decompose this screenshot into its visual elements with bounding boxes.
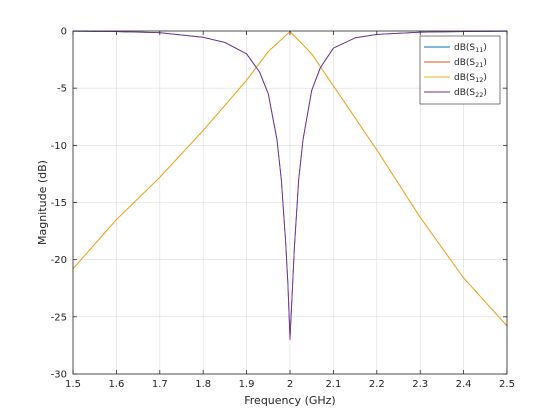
x-tick-label: 1.5 [65,379,81,390]
y-tick-label: -10 [51,141,67,152]
x-tick-label: 1.6 [108,379,124,390]
y-tick-label: -30 [51,370,67,381]
legend-entry-s12: dB(S12) [454,73,487,84]
y-axis-label: Magnitude (dB) [36,160,49,245]
axis-ticks [72,30,508,375]
x-tick-label: 2.3 [412,379,428,390]
tick-labels: 1.5 1.6 1.7 1.8 1.9 2 2.1 2.2 2.3 2.4 2.5 0 -5 -10 -15… [51,27,515,391]
x-tick-label: 2.5 [499,379,515,390]
x-tick-label: 1.7 [152,379,168,390]
legend: dB(S11) dB(S21) dB(S12) dB(S22) [419,35,501,105]
y-tick-label: -5 [57,84,67,95]
y-tick-label: -20 [51,255,67,266]
legend-entry-s11: dB(S11) [454,43,487,54]
x-tick-label: 2.4 [456,379,472,390]
x-tick-label: 2.1 [325,379,341,390]
y-tick-label: -25 [51,312,67,323]
y-tick-label: 0 [61,27,67,38]
legend-entry-s21: dB(S21) [454,58,487,69]
x-tick-label: 2.2 [369,379,385,390]
series-line-s22 [72,30,508,341]
x-axis-label: Frequency (GHz) [244,394,335,407]
y-tick-label: -15 [51,198,67,209]
x-tick-label: 1.9 [239,379,255,390]
x-tick-label: 1.8 [195,379,211,390]
legend-entry-s22: dB(S22) [454,88,487,99]
x-tick-label: 2 [287,379,293,390]
